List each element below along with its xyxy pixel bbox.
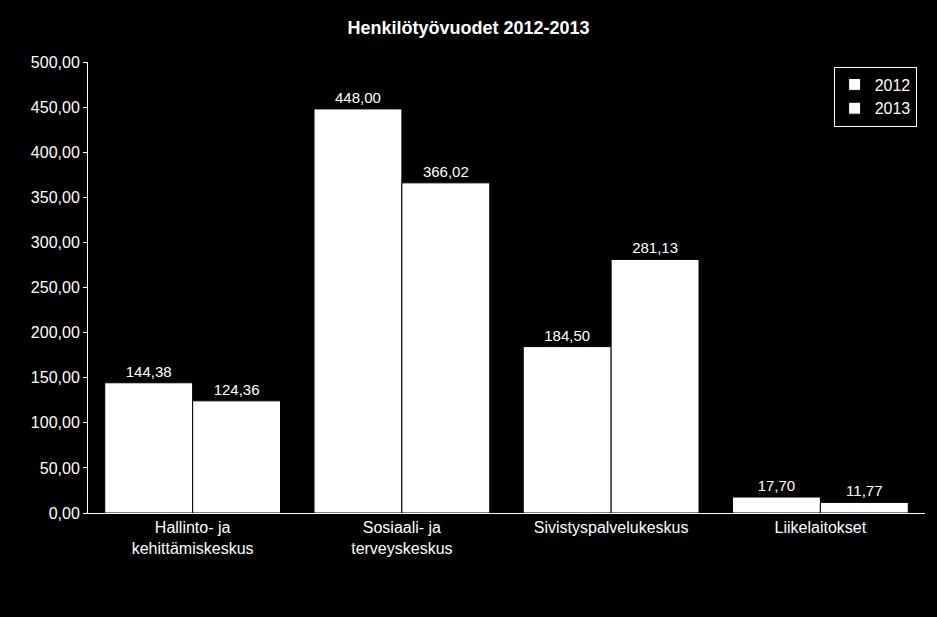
svg-text:50,00: 50,00 [40, 460, 80, 477]
svg-text:200,00: 200,00 [31, 324, 80, 341]
svg-text:150,00: 150,00 [31, 369, 80, 386]
svg-text:Sivistyspalvelukeskus: Sivistyspalvelukeskus [534, 519, 689, 536]
svg-text:100,00: 100,00 [31, 414, 80, 431]
svg-text:2012: 2012 [875, 77, 911, 94]
svg-text:350,00: 350,00 [31, 189, 80, 206]
svg-text:281,13: 281,13 [632, 239, 678, 256]
svg-text:124,36: 124,36 [214, 381, 260, 398]
svg-text:448,00: 448,00 [335, 89, 381, 106]
svg-text:Sosiaali- jaterveyskeskus: Sosiaali- jaterveyskeskus [351, 519, 452, 557]
svg-text:500,00: 500,00 [31, 54, 80, 71]
svg-text:Henkilötyövuodet 2012-2013: Henkilötyövuodet 2012-2013 [347, 18, 589, 38]
svg-text:Hallinto- jakehittämiskeskus: Hallinto- jakehittämiskeskus [132, 519, 254, 557]
svg-text:0,00: 0,00 [49, 505, 80, 522]
svg-text:366,02: 366,02 [423, 163, 469, 180]
svg-text:17,70: 17,70 [758, 477, 796, 494]
svg-text:450,00: 450,00 [31, 99, 80, 116]
svg-text:250,00: 250,00 [31, 279, 80, 296]
svg-text:184,50: 184,50 [544, 327, 590, 344]
svg-text:400,00: 400,00 [31, 144, 80, 161]
svg-text:Liikelaitokset: Liikelaitokset [775, 519, 867, 536]
svg-text:11,77: 11,77 [846, 482, 882, 499]
svg-text:2013: 2013 [875, 100, 911, 117]
svg-text:300,00: 300,00 [31, 234, 80, 251]
svg-text:144,38: 144,38 [126, 363, 172, 380]
